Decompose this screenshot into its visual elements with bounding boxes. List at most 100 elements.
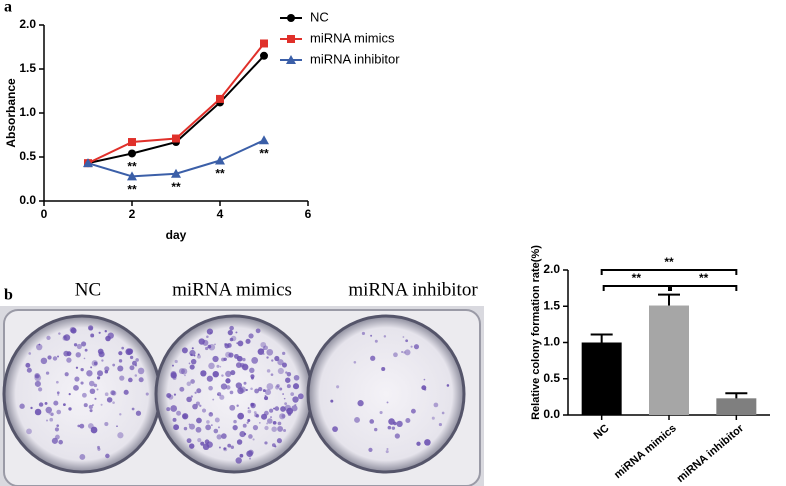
colony (181, 347, 188, 354)
colony (405, 417, 411, 423)
colony (46, 335, 51, 340)
colony (110, 390, 116, 396)
colony (197, 438, 202, 443)
x-tick-label: miRNA mimics (612, 422, 679, 481)
colony (188, 362, 191, 365)
y-tick-label: 1.0 (19, 105, 36, 119)
colony (255, 414, 260, 418)
significance-label: ** (259, 146, 269, 160)
colony (189, 443, 195, 449)
colony (117, 365, 124, 372)
colony (56, 380, 59, 384)
colony (291, 405, 298, 412)
colony (86, 370, 93, 377)
colony (88, 404, 93, 409)
colony (224, 343, 230, 349)
colony (250, 374, 255, 379)
colony (138, 377, 144, 383)
y-tick-label: 2.0 (543, 262, 560, 276)
colony (81, 341, 87, 347)
bar (716, 398, 757, 415)
colony (250, 402, 255, 407)
colony (361, 331, 366, 336)
significance-label: ** (127, 183, 137, 197)
colony (123, 389, 129, 395)
colony (186, 381, 192, 387)
colony (90, 426, 98, 434)
colony (40, 357, 48, 365)
colony (267, 418, 273, 424)
colony (45, 371, 50, 375)
colony (209, 332, 212, 334)
y-tick-label: 1.5 (19, 61, 36, 75)
colony (353, 360, 357, 364)
colony (405, 339, 409, 343)
marker (260, 39, 268, 48)
colony (128, 377, 133, 383)
colony (274, 355, 280, 362)
colony (19, 403, 25, 409)
colony (273, 407, 276, 410)
significance-label: ** (171, 180, 181, 194)
colony (97, 348, 104, 355)
significance-bracket (602, 285, 670, 291)
colony (89, 388, 96, 395)
colony (216, 364, 220, 368)
colony (277, 421, 282, 426)
colony (264, 396, 269, 401)
colony (276, 438, 282, 444)
error-bar (658, 293, 680, 306)
colony (336, 385, 340, 389)
colony (279, 413, 286, 420)
colony (34, 372, 40, 379)
colony (30, 406, 33, 410)
significance-label: ** (215, 167, 225, 181)
colony (396, 420, 403, 428)
colony (34, 380, 41, 387)
colony (197, 354, 201, 359)
colony (70, 327, 77, 334)
colony (370, 355, 376, 361)
colony (80, 381, 84, 385)
x-tick-label: miRNA inhibitor (675, 422, 747, 485)
colony (191, 347, 194, 350)
colony (228, 352, 234, 358)
colony (100, 403, 103, 406)
colony (170, 372, 177, 379)
x-tick-label: 0 (41, 207, 48, 221)
colony (104, 366, 110, 372)
colony (49, 417, 54, 422)
colony (221, 433, 227, 439)
colony (56, 424, 60, 427)
colony (129, 355, 134, 360)
colony (131, 407, 135, 411)
colony (171, 364, 174, 367)
colony (220, 383, 228, 390)
colony (248, 457, 252, 460)
colony (374, 427, 378, 432)
colony (393, 352, 398, 358)
colony (173, 424, 180, 431)
colony (277, 425, 284, 432)
colony (173, 393, 177, 396)
colony (206, 420, 210, 424)
colony (229, 337, 234, 342)
colony (132, 360, 137, 366)
colony (229, 404, 236, 411)
colony (57, 393, 60, 396)
significance-label: ** (632, 271, 642, 285)
colony (290, 392, 295, 396)
colony (245, 388, 248, 392)
colony (134, 374, 138, 377)
colony (258, 422, 261, 424)
colony (248, 434, 253, 439)
photo-label: miRNA inhibitor (348, 279, 478, 300)
colony (266, 422, 269, 425)
colony (135, 410, 142, 416)
colony (242, 357, 246, 362)
colony (243, 381, 247, 385)
colony (92, 404, 94, 406)
colony (36, 343, 43, 351)
colony (227, 443, 232, 448)
colony (117, 432, 124, 439)
